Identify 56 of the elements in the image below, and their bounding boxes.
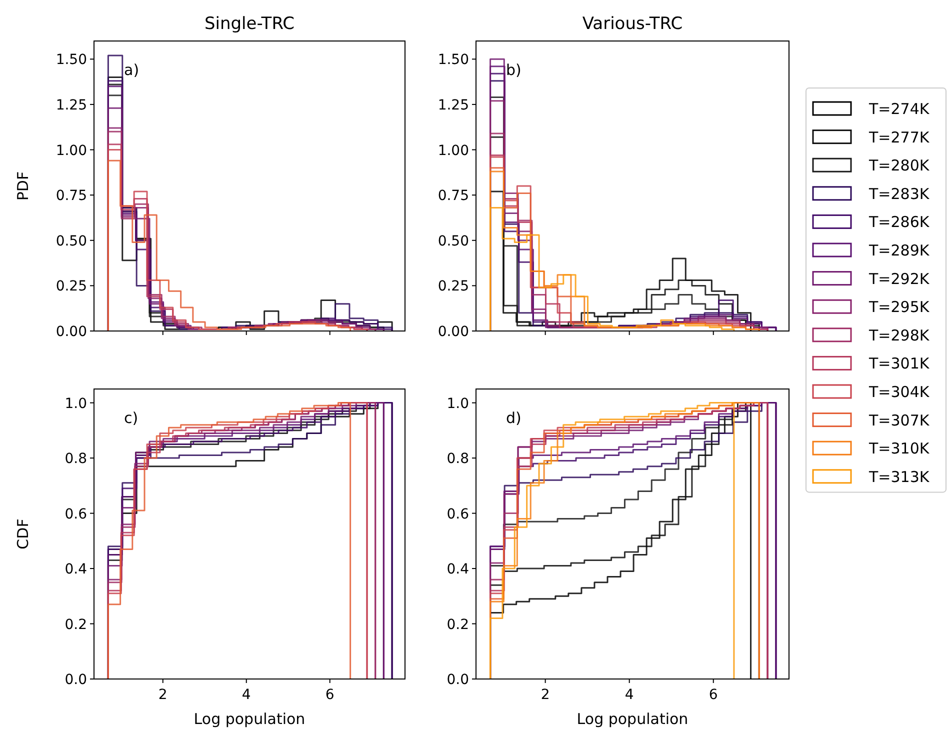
x-tick-label: 2 [540,687,550,703]
annotation: b) [506,61,522,79]
y-tick-label: 0.50 [56,233,87,250]
y-tick-label: 1.25 [438,97,469,114]
legend-label: T=301K [868,354,930,373]
x-tick-label: 4 [242,687,251,703]
y-tick-label: 0.6 [446,506,470,522]
legend-label: T=283K [868,184,930,203]
legend-label: T=280K [868,156,930,175]
y-tick-label: 0.0 [64,672,87,688]
legend-label: T=274K [868,100,930,118]
y-tick-label: 1.50 [56,52,87,68]
y-tick-label: 0.25 [438,278,469,295]
annotation: d) [506,409,522,427]
annotation: c) [124,409,138,427]
y-tick-label: 0.4 [64,562,88,578]
y-axis-title: CDF [14,518,32,550]
y-tick-label: 1.0 [446,396,469,412]
chart-title: Various-TRC [582,14,683,34]
annotation: a) [124,61,140,79]
y-tick-label: 1.00 [438,142,469,159]
legend-label: T=310K [868,440,930,458]
y-tick-label: 1.0 [64,396,87,412]
y-tick-label: 1.25 [56,97,87,114]
legend-label: T=289K [868,242,930,260]
y-tick-label: 0.75 [56,188,87,204]
x-tick-label: 4 [624,687,634,703]
y-tick-label: 0.00 [56,324,87,340]
y-tick-label: 0.25 [56,278,87,295]
x-axis-title: Log population [576,710,688,728]
chart-title: Single-TRC [204,14,295,34]
y-axis-title: PDF [14,171,32,201]
y-tick-label: 0.00 [438,324,469,340]
legend-label: T=298K [868,326,930,344]
legend-label: T=307K [868,411,930,430]
x-tick-label: 6 [708,687,718,703]
x-tick-label: 6 [325,687,334,703]
y-tick-label: 1.50 [438,52,469,68]
y-tick-label: 0.2 [446,616,469,633]
x-tick-label: 2 [158,687,168,703]
y-tick-label: 0.6 [64,506,88,522]
legend-label: T=277K [868,128,930,146]
y-tick-label: 0.50 [438,233,469,250]
legend-label: T=304K [868,383,930,401]
y-tick-label: 0.4 [446,562,470,578]
legend-label: T=313K [868,468,930,486]
legend-label: T=286K [868,213,930,232]
y-tick-label: 0.2 [64,616,87,633]
y-tick-label: 0.75 [438,188,469,204]
y-tick-label: 0.8 [446,451,469,468]
y-tick-label: 0.8 [64,451,87,468]
y-tick-label: 1.00 [56,142,87,159]
legend-label: T=295K [868,298,930,316]
x-axis-title: Log population [194,710,306,728]
legend-label: T=292K [868,270,930,288]
y-tick-label: 0.0 [446,672,469,688]
